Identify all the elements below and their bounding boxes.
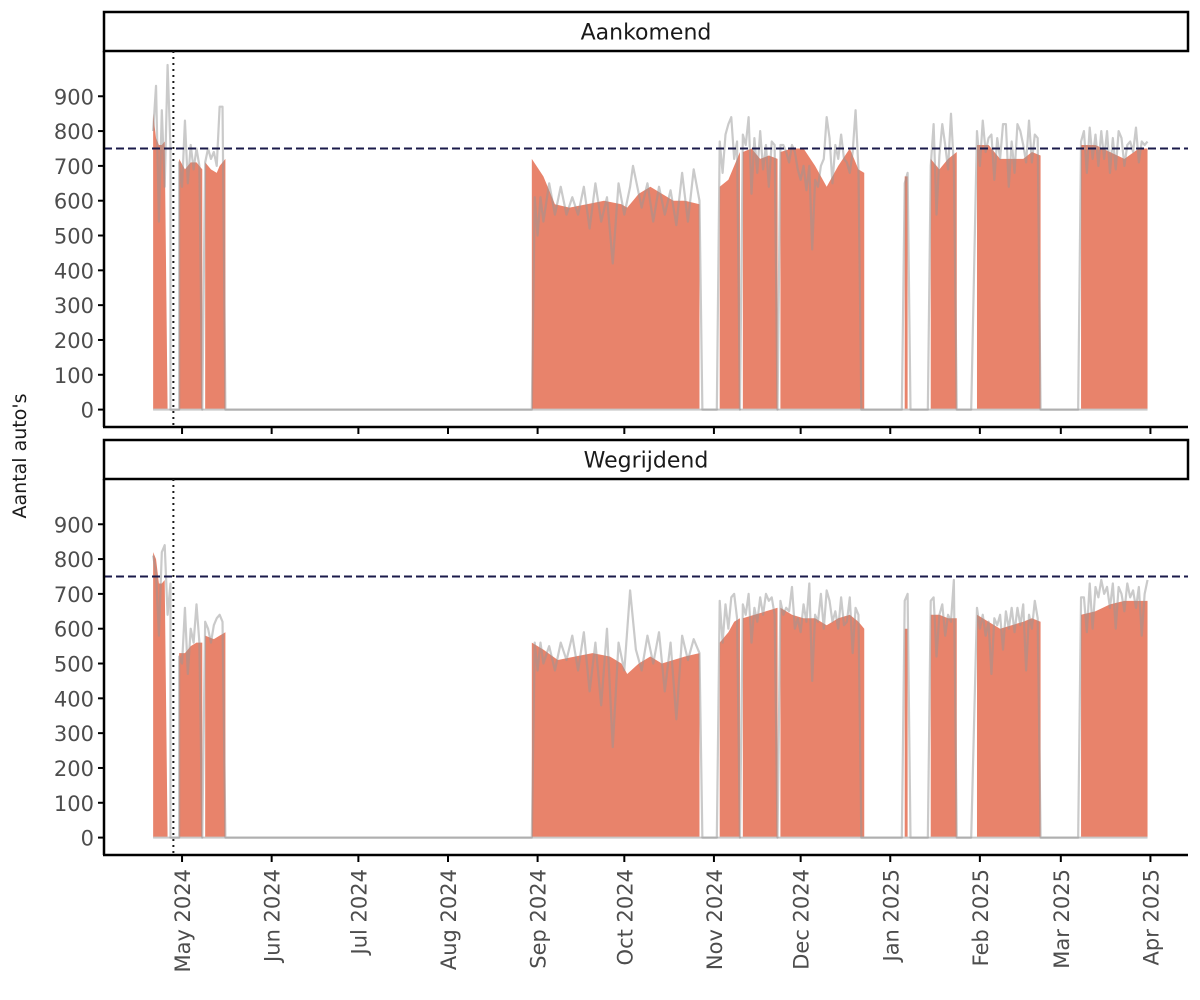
y-tick-label: 200	[54, 757, 94, 781]
x-tick-label: Nov 2024	[703, 869, 727, 970]
raw-line-series	[152, 63, 1149, 411]
panel-aankomend: Aankomend 0 100 200 300 400 500 600 700 800 900	[54, 10, 1190, 434]
y-tick-label: 500	[54, 225, 94, 249]
y-axis-label: Aantal auto's	[9, 394, 31, 519]
x-tick-label: Aug 2024	[437, 869, 461, 970]
x-tick-label: Jan 2025	[879, 869, 903, 964]
x-tick-label: Oct 2024	[613, 869, 637, 965]
y-tick-label: 300	[54, 722, 94, 746]
y-tick-label: 500	[54, 653, 94, 677]
y-tick-label: 900	[54, 513, 94, 537]
x-tick-label: Sep 2024	[527, 869, 551, 969]
y-tick-label: 800	[54, 548, 94, 572]
x-tick-label: May 2024	[171, 869, 195, 973]
x-tick-label: Dec 2024	[790, 869, 814, 970]
x-tick-label: Jul 2024	[347, 869, 371, 956]
facet-strip	[102, 10, 1190, 53]
x-tick-label: Feb 2025	[969, 869, 993, 966]
x-tick-label: Mar 2025	[1050, 869, 1074, 969]
y-tick-label: 0	[81, 399, 94, 423]
y-tick-label: 700	[54, 583, 94, 607]
x-tick-label: Apr 2025	[1139, 869, 1163, 965]
area-series	[153, 113, 1148, 410]
x-tick-label: Jun 2024	[261, 869, 285, 964]
y-tick-label: 200	[54, 329, 94, 353]
facet-strip-label: Wegrijdend	[584, 449, 709, 474]
y-tick-label: 100	[54, 792, 94, 816]
y-tick-label: 700	[54, 155, 94, 179]
y-tick-label: 400	[54, 687, 94, 711]
y-tick-label: 900	[54, 85, 94, 109]
y-tick-label: 800	[54, 120, 94, 144]
y-tick-label: 600	[54, 190, 94, 214]
y-tick-label: 0	[81, 827, 94, 851]
y-tick-label: 300	[54, 294, 94, 318]
area-series	[153, 552, 1148, 838]
y-tick-label: 600	[54, 618, 94, 642]
raw-line-series	[152, 544, 1149, 839]
y-tick-label: 400	[54, 259, 94, 283]
facet-strip-label: Aankomend	[581, 21, 712, 46]
facet-strip	[102, 438, 1190, 481]
panel-wegrijdend: Wegrijdend 0 100 200 300 400 500 600 700 800 900 Ma…	[54, 438, 1190, 973]
y-tick-label: 100	[54, 364, 94, 388]
